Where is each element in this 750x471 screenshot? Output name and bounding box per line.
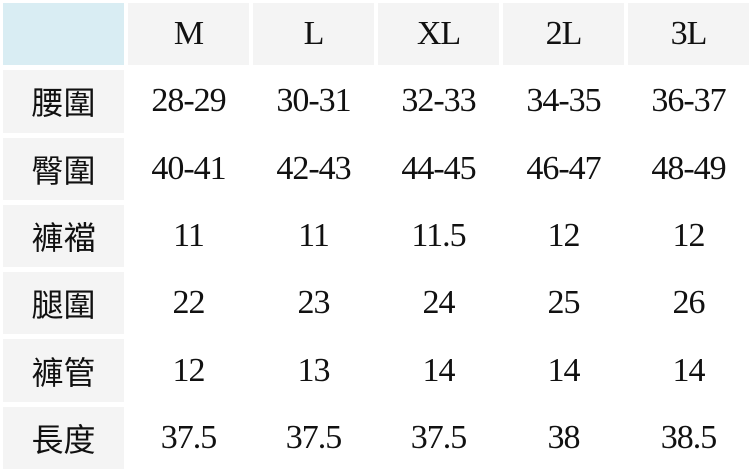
size-header-2l: 2L — [503, 3, 624, 66]
table-cell: 46-47 — [503, 137, 624, 200]
table-cell: 11 — [253, 204, 374, 268]
table-cell: 32-33 — [378, 70, 499, 133]
table-cell: 22 — [128, 272, 249, 335]
table-cell: 26 — [628, 272, 749, 335]
table-cell: 23 — [253, 272, 374, 335]
table-cell: 14 — [503, 339, 624, 402]
table-cell: 13 — [253, 339, 374, 402]
row-label: 褲襠 — [3, 204, 124, 268]
size-header-l: L — [253, 3, 374, 66]
table-cell: 14 — [628, 339, 749, 402]
table-cell: 24 — [378, 272, 499, 335]
table-cell: 25 — [503, 272, 624, 335]
row-label: 臀圍 — [3, 137, 124, 200]
table-cell: 12 — [128, 339, 249, 402]
table-cell: 44-45 — [378, 137, 499, 200]
table-cell: 42-43 — [253, 137, 374, 200]
size-header-3l: 3L — [628, 3, 749, 66]
size-header-m: M — [128, 3, 249, 66]
row-label: 腰圍 — [3, 70, 124, 133]
table-cell: 34-35 — [503, 70, 624, 133]
table-cell: 48-49 — [628, 137, 749, 200]
table-cell: 28-29 — [128, 70, 249, 133]
table-cell: 11 — [128, 204, 249, 268]
table-cell: 37.5 — [128, 406, 249, 470]
table-cell: 38 — [503, 406, 624, 470]
table-cell: 36-37 — [628, 70, 749, 133]
table-cell: 11.5 — [378, 204, 499, 268]
table-cell: 38.5 — [628, 406, 749, 470]
size-header-xl: XL — [378, 3, 499, 66]
table-cell: 37.5 — [253, 406, 374, 470]
table-cell: 12 — [628, 204, 749, 268]
row-label: 腿圍 — [3, 272, 124, 335]
table-cell: 40-41 — [128, 137, 249, 200]
table-cell: 12 — [503, 204, 624, 268]
table-cell: 37.5 — [378, 406, 499, 470]
corner-cell — [3, 3, 124, 66]
table-cell: 14 — [378, 339, 499, 402]
row-label: 褲管 — [3, 339, 124, 402]
table-cell: 30-31 — [253, 70, 374, 133]
row-label: 長度 — [3, 406, 124, 470]
